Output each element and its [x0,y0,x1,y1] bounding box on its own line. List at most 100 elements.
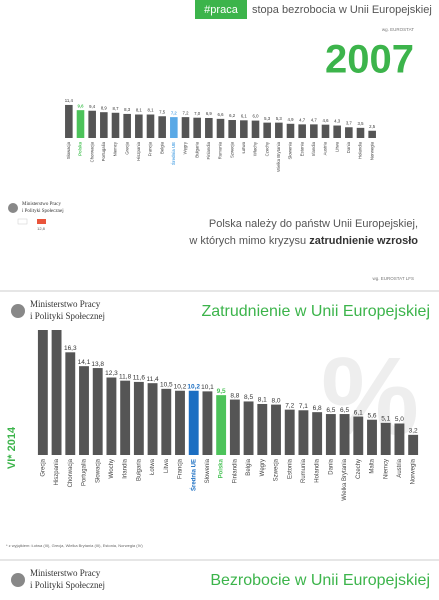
x-tick-label: Hiszpania [136,141,141,160]
x-tick-label: Rumunia [301,458,307,483]
bar [37,330,48,455]
x-tick-label: Czechy [356,459,362,479]
x-tick-label: Finlandia [206,141,211,159]
bar [100,112,108,138]
bar [275,122,283,138]
value-label: 5,3 [264,116,271,121]
x-tick-label: Średnia UE [171,142,176,165]
value-label: 8,1 [258,397,267,404]
x-tick-label: Portugalia [101,141,106,161]
x-tick-label: Litwa [164,458,170,473]
bar [106,377,117,455]
bar-group [37,330,419,455]
footnote: * z wyjątkiem: Łotwa (III), Grecja, Wiel… [6,543,143,548]
message-part: w których mimo kryzysu [188,235,306,247]
value-label: 12,3 [105,370,118,377]
x-tick-label: Niemcy [113,141,118,156]
bar [193,117,201,138]
value-label: 9,5 [217,388,226,395]
legend-swatch [17,218,28,225]
bar [188,390,199,455]
bar [51,330,62,455]
value-label: 3,2 [409,428,418,435]
x-tick-label: Francja [148,141,153,156]
x-tick-label: Hiszpania [54,458,60,485]
bar [408,434,419,455]
x-tick-label: Wielka Brytania [342,458,348,500]
chart-title: Zatrudnienie w Unii Europejskiej [201,303,430,320]
x-tick-label: Portugalia [82,458,88,486]
bar [111,112,120,138]
value-label: 16,3 [64,345,77,352]
message-bold: zatrudnienie wzrosło [309,235,418,247]
bar [257,403,268,455]
x-tick-label: Irlandia [311,141,316,156]
tag: #praca [204,4,239,16]
bar [135,114,143,138]
x-tick-label: Holandia [315,458,321,482]
value-label: 8,9 [101,105,108,110]
value-label: 8,8 [230,392,239,399]
x-tick-label: Norwegia [411,458,417,484]
value-label: 5,1 [381,416,390,423]
x-tick-label: Chorwacja [68,458,74,487]
value-label: 7,5 [159,109,166,114]
value-label: 6,6 [218,112,225,117]
bar [380,422,391,455]
value-label: 5,6 [367,412,376,419]
bar [394,423,405,455]
value-label: 9,6 [78,103,85,108]
bar [240,120,248,138]
logo: Ministerstwo Pracy i Polityki Społecznej [11,568,105,590]
bar [339,414,350,455]
bar [161,388,172,455]
bar [298,124,306,138]
chart-subtitle: VI* 2014 [6,426,18,469]
logo-line: Ministerstwo Pracy [22,202,62,207]
bar [367,419,377,455]
bar [92,368,103,455]
bar [243,401,254,455]
bar [146,114,155,138]
bar [181,117,190,138]
x-tick-label: Belgia [159,141,164,154]
value-label: 5,3 [276,116,283,121]
x-tick-label: Łotwa [150,458,156,475]
x-tick-label: Francja [178,458,184,479]
value-label: 11,4 [146,376,159,383]
x-tick-label: Szwecja [229,141,234,158]
bar [133,381,144,455]
x-tick-label: Słowenia [288,141,293,159]
value-label: 6,5 [340,407,349,414]
value-label: 8,7 [113,106,120,111]
bar [205,117,213,138]
bar [310,124,318,138]
bar [123,113,131,138]
logo-line: i Polityki Społecznej [30,580,105,590]
logo: Ministerstwo Pracy i Polityki Społecznej [11,299,105,321]
bar [216,395,227,455]
bar [79,366,89,455]
bar [345,127,353,138]
x-tick-label: Wielka Brytania [276,141,281,171]
value-label: 5,0 [395,416,404,423]
bar [158,116,166,138]
x-tick-label: Dania [346,141,351,153]
legend-swatch [37,219,46,224]
value-label: 7,2 [171,110,178,115]
logo: Ministerstwo Pracy i Polityki Społecznej [8,202,64,214]
bar [228,120,236,138]
x-tick-label: Bułgaria [194,141,199,157]
value-label: 6,5 [326,407,335,414]
x-tick-label: Austria [323,141,328,155]
x-tick-label: Łotwa [241,141,246,153]
value-label: 4,9 [288,117,295,122]
value-label: 7,0 [194,111,201,116]
x-tick-label: Malta [370,458,376,473]
logo-line: Ministerstwo Pracy [30,568,101,578]
value-label: 9,4 [89,104,96,109]
x-tick-label: Niemcy [383,459,389,479]
source: wg. EUROSTAT [382,27,414,32]
